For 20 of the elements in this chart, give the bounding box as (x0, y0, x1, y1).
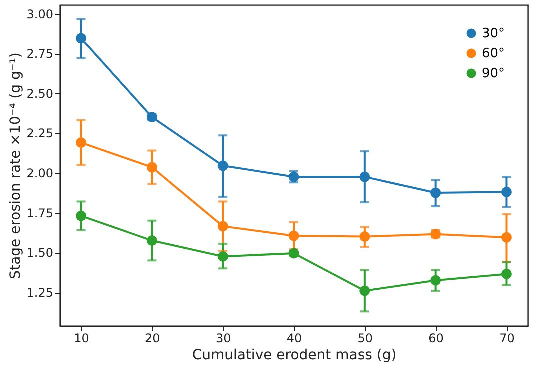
y-tick-label: 1.25 (26, 286, 54, 300)
x-tick-label: 50 (358, 332, 374, 346)
legend-label: 30° (482, 26, 506, 42)
y-tick-label: 2.25 (26, 126, 54, 141)
legend-label: 90° (482, 66, 506, 82)
y-tick-label: 1.75 (26, 206, 54, 220)
y-tick-label: 3.00 (26, 7, 54, 22)
x-tick-label: 40 (286, 332, 302, 346)
x-tick-label: 70 (500, 332, 515, 346)
y-tick-label: 2.50 (26, 86, 54, 101)
x-tick-label: 30 (216, 332, 232, 346)
y-tick-label: 2.00 (26, 166, 54, 181)
x-tick-label: 60 (428, 332, 444, 346)
x-tick-label: 20 (145, 332, 160, 346)
legend-label: 60° (482, 46, 506, 62)
y-tick-label: 1.50 (26, 246, 54, 260)
x-tick-label: 10 (74, 332, 90, 346)
y-axis-title: Stage erosion rate ×10⁻⁴ (g g⁻¹) (8, 52, 24, 280)
x-axis-title: Cumulative erodent mass (g) (192, 348, 397, 364)
y-tick-label: 2.75 (26, 47, 54, 62)
